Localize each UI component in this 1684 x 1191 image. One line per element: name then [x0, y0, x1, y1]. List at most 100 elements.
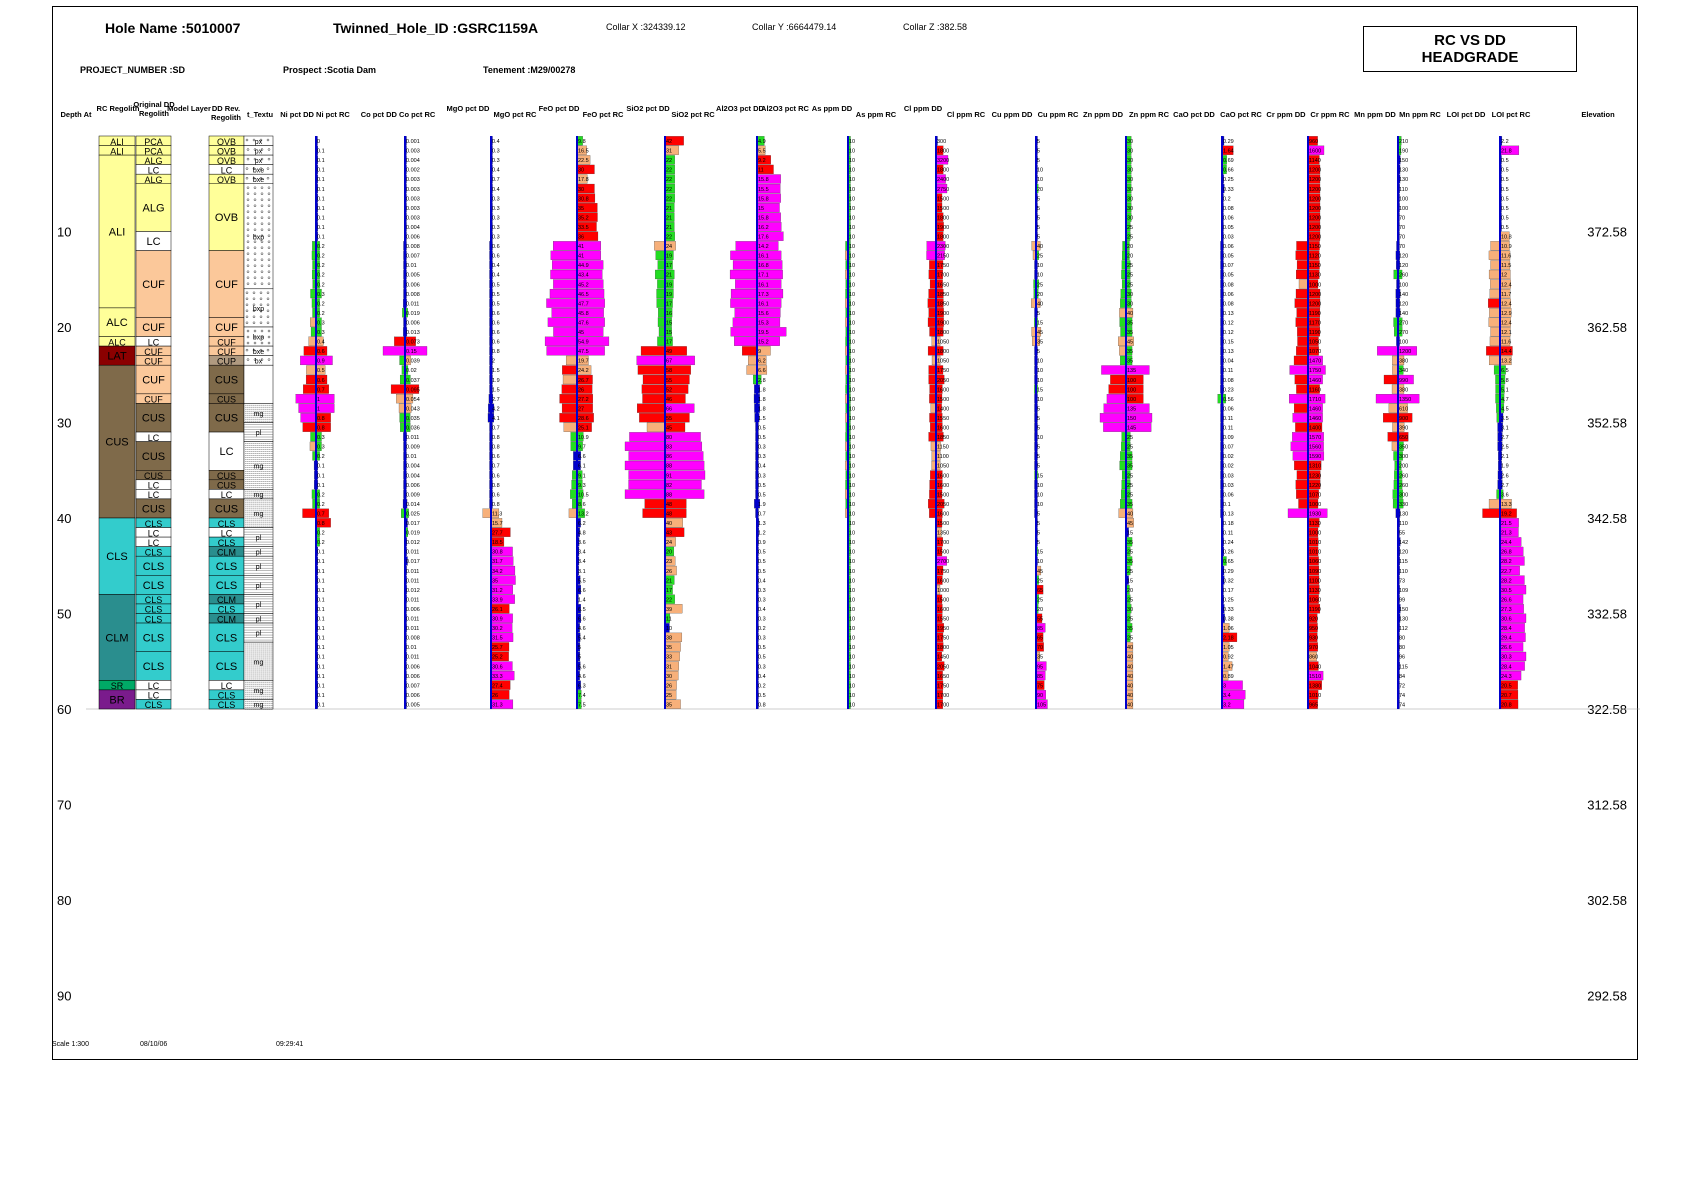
texture-dot [269, 663, 271, 665]
loi-dd-bar [1488, 250, 1501, 260]
ni-dd-bar [303, 384, 317, 394]
hdr-depth: Depth At [60, 110, 92, 119]
cr-dd-bar [1296, 470, 1309, 480]
as-rc-value: 10 [849, 617, 855, 623]
texture-dot [253, 461, 255, 462]
dd-rev-regolith-code: CUS [217, 471, 236, 481]
texture-dot [271, 704, 273, 706]
loi-rc-value: 1.9 [1501, 464, 1509, 470]
al2o3-rc-value: 0.3 [758, 597, 766, 603]
zn-rc-value: 25 [1127, 636, 1133, 642]
texture-clast [246, 186, 250, 189]
texture-dot [263, 406, 265, 408]
co-rc-value: 0.007 [406, 254, 420, 260]
texture-dot [267, 457, 269, 458]
cr-rc-value: 1200 [1309, 168, 1321, 174]
texture-dot [261, 669, 263, 671]
texture-dot [255, 469, 257, 470]
texture-dot [263, 687, 265, 689]
texture-dot [251, 418, 253, 420]
orig-dd-regolith-code: LC [148, 165, 160, 175]
texture-dot [251, 516, 253, 518]
texture-dot [245, 473, 247, 474]
sio2-rc-value: 49 [666, 349, 672, 355]
cao-rc-value: 0.15 [1223, 340, 1234, 346]
cao-rc-value: 0.29 [1223, 139, 1234, 145]
texture-dot [249, 514, 251, 516]
texture-dot [265, 653, 267, 655]
texture-pattern [244, 424, 273, 440]
cu-rc-value: 5 [1037, 426, 1040, 432]
ni-dd-bar [302, 508, 317, 518]
texture-dot [261, 496, 263, 498]
texture-dot [271, 414, 273, 416]
texture-dot [253, 485, 255, 486]
texture-dot [245, 508, 247, 510]
loi-rc-value: 12.1 [1501, 330, 1512, 336]
cr-dd-bar [1295, 479, 1309, 490]
sio2-rc-value: 19 [666, 292, 672, 298]
texture-dot [247, 416, 249, 418]
texture-dot [247, 451, 249, 452]
dd-rev-regolith-code: LC [221, 490, 233, 500]
cr-rc-value: 965 [1309, 702, 1318, 708]
co-rc-value: 0.006 [406, 483, 420, 489]
texture-dot [245, 685, 247, 687]
texture-dot [265, 475, 267, 476]
texture-dot [261, 524, 263, 526]
al2o3-rc-value: 17.6 [758, 235, 769, 241]
mn-rc-value: 74 [1399, 693, 1405, 699]
ni-rc-value: 0.2 [317, 502, 325, 508]
feo-dd-bar [553, 279, 578, 289]
al2o3-rc-value: 0.8 [758, 702, 766, 708]
texture-dot [261, 645, 263, 647]
texture-dot [253, 677, 255, 679]
loi-rc-value: 0.5 [1501, 196, 1509, 202]
mn-rc-value: 260 [1399, 473, 1408, 479]
texture-dot [245, 494, 247, 496]
texture-dot [263, 657, 265, 659]
texture-dot [263, 700, 265, 702]
texture-dot [245, 485, 247, 486]
texture-dot [255, 679, 257, 681]
texture-dot [247, 685, 249, 687]
ni-rc-value: 0.2 [317, 311, 325, 317]
cl-rc-value: 2050 [937, 502, 949, 508]
texture-dot [249, 643, 251, 645]
texture-dot [269, 647, 271, 649]
texture-dot [261, 463, 263, 464]
cr-rc-value: 1590 [1309, 454, 1321, 460]
zn-rc-value: 100 [1127, 378, 1136, 384]
feo-rc-value: 54.9 [578, 340, 589, 346]
texture-dot [271, 455, 273, 456]
cao-rc-value: 0.26 [1223, 550, 1234, 556]
mn-rc-value: 340 [1399, 368, 1408, 374]
cao-rc-value: 0.07 [1223, 263, 1234, 269]
texture-dot [255, 461, 257, 462]
feo-rc-value: 6.6 [578, 454, 586, 460]
texture-dot [247, 663, 249, 665]
al2o3-rc-value: 15.8 [758, 177, 769, 183]
texture-dot [247, 469, 249, 470]
sio2-rc-value: 22 [666, 177, 672, 183]
texture-dot [261, 490, 263, 492]
cu-rc-value: 65 [1037, 588, 1043, 594]
texture-dot [271, 659, 273, 661]
orig-dd-regolith-code: CUS [142, 413, 165, 425]
rc-regolith-code: ALC [106, 317, 127, 329]
orig-dd-regolith-interval [135, 183, 172, 232]
texture-dot [265, 693, 267, 695]
texture-clast [259, 303, 263, 307]
sio2-dd-bar [642, 374, 666, 385]
texture-dot [265, 494, 267, 496]
texture-dot [263, 492, 265, 494]
al2o3-rc-value: 15.5 [758, 187, 769, 193]
feo-dd-bar [561, 403, 578, 413]
texture-dot [247, 702, 249, 704]
texture-dot [257, 487, 259, 488]
loi-rc-value: 2.7 [1501, 435, 1509, 441]
texture-clast [253, 246, 257, 249]
texture-dot [261, 526, 263, 528]
texture-dot [253, 683, 255, 685]
orig-dd-regolith-code: LC [148, 481, 160, 491]
